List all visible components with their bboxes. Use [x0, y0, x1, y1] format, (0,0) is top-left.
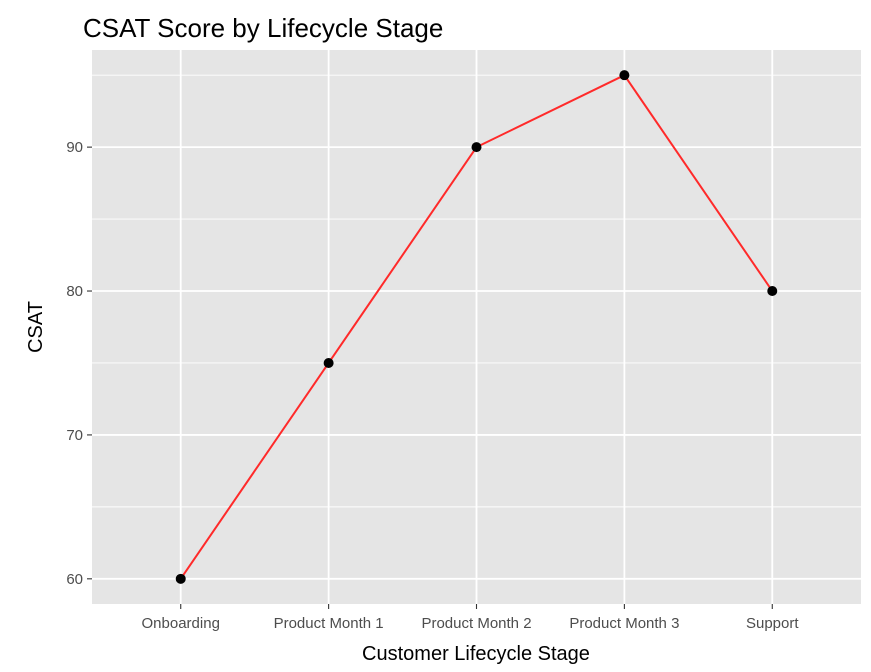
- x-tick-label: Product Month 2: [421, 615, 531, 632]
- x-axis-title: Customer Lifecycle Stage: [362, 643, 590, 665]
- y-tick-label: 60: [66, 571, 83, 588]
- y-axis-title: CSAT: [25, 301, 47, 353]
- x-tick-label: Onboarding: [142, 615, 220, 632]
- data-point: [471, 142, 482, 153]
- x-tick-label: Product Month 1: [274, 615, 384, 632]
- y-tick-label: 80: [66, 283, 83, 300]
- data-point: [323, 357, 334, 368]
- data-point: [767, 286, 778, 297]
- data-point: [619, 70, 630, 81]
- y-tick-label: 90: [66, 139, 83, 156]
- x-tick-label: Support: [746, 615, 799, 632]
- x-tick-label: Product Month 3: [569, 615, 679, 632]
- data-point: [175, 573, 186, 584]
- series-layer: [175, 70, 778, 584]
- y-tick-label: 70: [66, 427, 83, 444]
- y-axis: 60 70 80 90: [66, 139, 92, 588]
- x-axis: Onboarding Product Month 1 Product Month 2…: [142, 604, 799, 632]
- chart-title: CSAT Score by Lifecycle Stage: [83, 13, 443, 43]
